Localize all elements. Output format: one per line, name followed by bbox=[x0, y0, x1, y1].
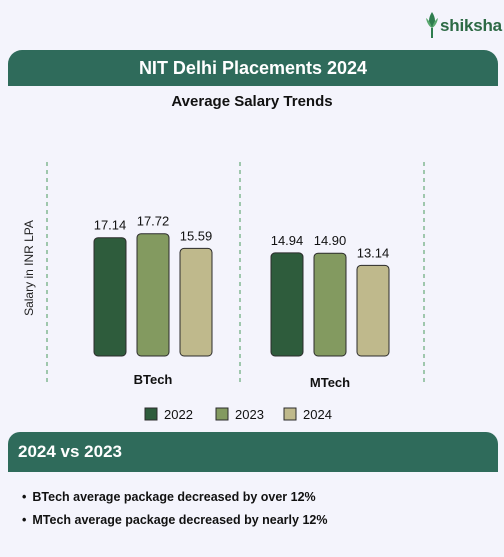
bar-chart: Salary in INR LPA 17.14 17.72 15.59 BTech 14.… bbox=[22, 162, 425, 422]
legend-entry: 2024 bbox=[303, 407, 332, 422]
data-label: 14.94 bbox=[271, 233, 304, 248]
bar-mtech-2022 bbox=[270, 252, 304, 357]
comparison-list: BTech average package decreased by over … bbox=[22, 490, 327, 536]
legend-swatch bbox=[283, 407, 297, 421]
y-axis-label: Salary in INR LPA bbox=[22, 220, 36, 316]
bar-mtech-2024 bbox=[356, 264, 390, 357]
data-label: 13.14 bbox=[357, 245, 390, 260]
shiksha-leaf-logo bbox=[426, 12, 438, 38]
legend-entry: 2022 bbox=[164, 407, 193, 422]
comparison-point: BTech average package decreased by over … bbox=[22, 490, 327, 504]
data-label: 17.72 bbox=[137, 214, 170, 229]
legend-swatch bbox=[144, 407, 158, 421]
brand-name: shiksha bbox=[440, 16, 502, 35]
category-label: BTech bbox=[134, 372, 173, 387]
category-label: MTech bbox=[310, 375, 350, 390]
comparison-header: 2024 vs 2023 bbox=[8, 432, 498, 472]
bar-btech-2022 bbox=[93, 237, 127, 357]
bar-mtech-2023 bbox=[313, 252, 347, 357]
data-label: 14.90 bbox=[314, 233, 347, 248]
data-label: 17.14 bbox=[94, 218, 127, 233]
data-label: 15.59 bbox=[180, 228, 213, 243]
comparison-point: MTech average package decreased by nearl… bbox=[22, 513, 327, 527]
legend-entry: 2023 bbox=[235, 407, 264, 422]
page-title: NIT Delhi Placements 2024 bbox=[8, 50, 498, 86]
bar-btech-2024 bbox=[179, 247, 213, 357]
bar-btech-2023 bbox=[136, 233, 170, 357]
chart-title: Average Salary Trends bbox=[171, 93, 333, 110]
legend-swatch bbox=[215, 407, 229, 421]
